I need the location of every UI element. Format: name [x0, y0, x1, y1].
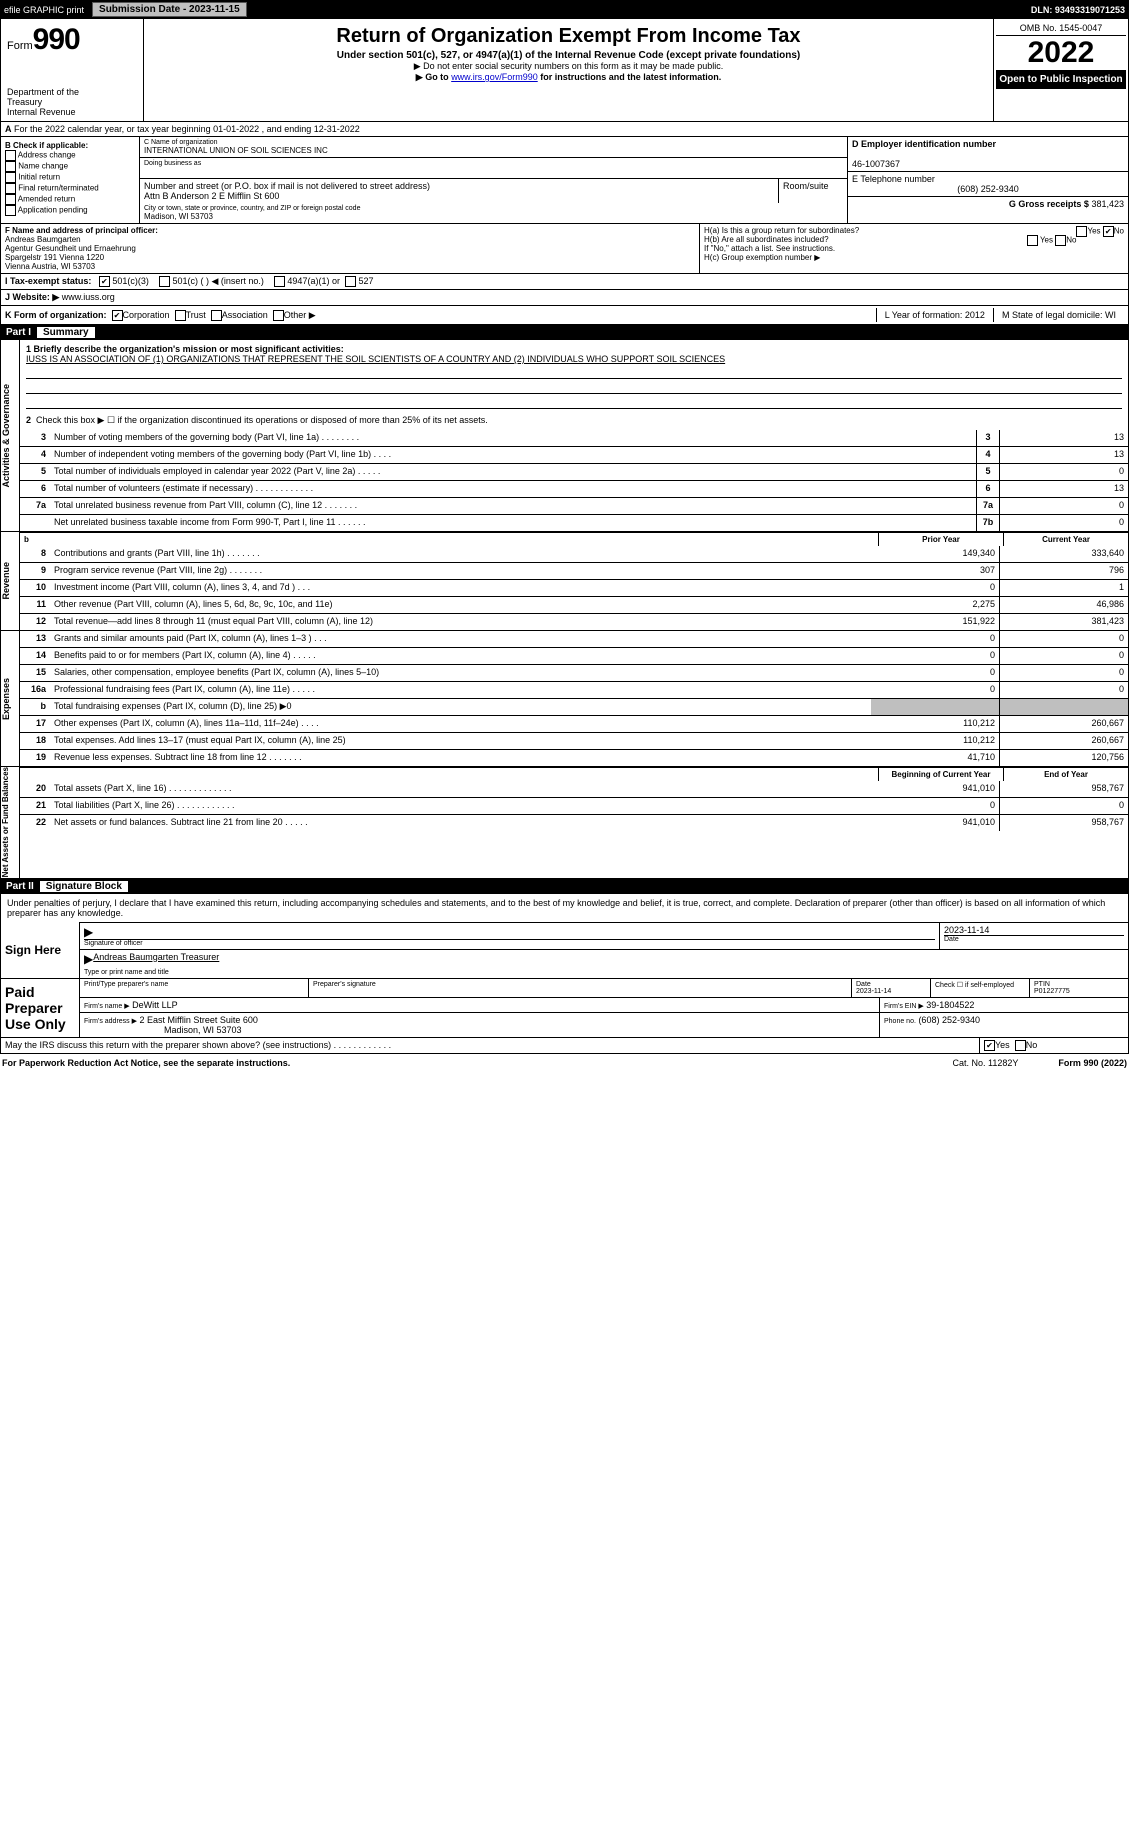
chk-name[interactable]: Name change [5, 161, 135, 172]
firm-ein: 39-1804522 [926, 1000, 974, 1010]
topbar: efile GRAPHIC print Submission Date - 20… [0, 0, 1129, 19]
block-governance: Activities & Governance 1 Briefly descri… [0, 340, 1129, 532]
section-bcdefg: B Check if applicable: Address change Na… [0, 137, 1129, 224]
chk-pending[interactable]: Application pending [5, 205, 135, 216]
website: www.iuss.org [59, 292, 115, 302]
q1-label: 1 Briefly describe the organization's mi… [26, 344, 344, 354]
chk-final[interactable]: Final return/terminated [5, 183, 135, 194]
officer-name: Andreas Baumgarten [5, 235, 81, 244]
chk-address[interactable]: Address change [5, 150, 135, 161]
chk-amended[interactable]: Amended return [5, 194, 135, 205]
row-j: J Website: ▶ www.iuss.org [0, 290, 1129, 306]
note-link: ▶ Go to www.irs.gov/Form990 for instruct… [150, 72, 987, 83]
gross-receipts: 381,423 [1091, 199, 1124, 209]
row-i: I Tax-exempt status: ✔ 501(c)(3) 501(c) … [0, 274, 1129, 290]
submission-date-button[interactable]: Submission Date - 2023-11-15 [92, 2, 247, 17]
form-header: Form990 Department of theTreasuryInterna… [0, 19, 1129, 122]
phone: (608) 252-9340 [852, 184, 1124, 194]
form-title: Return of Organization Exempt From Incom… [150, 25, 987, 48]
block-expenses: Expenses 13Grants and similar amounts pa… [0, 631, 1129, 767]
dln-label: DLN: 93493319071253 [1031, 5, 1125, 15]
efile-label: efile GRAPHIC print [4, 5, 84, 15]
part2-bar: Part IISignature Block [0, 879, 1129, 894]
chk-501c3[interactable]: ✔ [99, 276, 110, 287]
street: Attn B Anderson 2 E Mifflin St 600 [144, 191, 279, 201]
chk-initial[interactable]: Initial return [5, 172, 135, 183]
omb-number: OMB No. 1545-0047 [996, 21, 1126, 36]
section-fh: F Name and address of principal officer:… [0, 224, 1129, 274]
year-formation: L Year of formation: 2012 [876, 308, 993, 322]
col-b: B Check if applicable: Address change Na… [1, 137, 140, 223]
org-name: INTERNATIONAL UNION OF SOIL SCIENCES INC [144, 146, 328, 155]
city: Madison, WI 53703 [144, 212, 213, 221]
col-d: D Employer identification number46-10073… [847, 137, 1128, 223]
declaration: Under penalties of perjury, I declare th… [1, 894, 1128, 922]
firm-phone: (608) 252-9340 [918, 1015, 980, 1025]
row-k: K Form of organization: ✔ Corporation Tr… [0, 306, 1129, 325]
col-c: C Name of organizationINTERNATIONAL UNIO… [140, 137, 847, 223]
h-b: H(b) Are all subordinates included? Yes … [704, 235, 1124, 244]
side-expenses: Expenses [1, 678, 19, 720]
note-ssn: ▶ Do not enter social security numbers o… [150, 61, 987, 72]
part1-bar: Part ISummary [0, 325, 1129, 340]
h-a: H(a) Is this a group return for subordin… [704, 226, 1124, 235]
mission-text: IUSS IS AN ASSOCIATION OF (1) ORGANIZATI… [26, 354, 725, 364]
state-domicile: M State of legal domicile: WI [993, 308, 1124, 322]
side-governance: Activities & Governance [1, 384, 19, 488]
block-revenue: Revenue bPrior YearCurrent Year 8Contrib… [0, 532, 1129, 631]
signature-block: Under penalties of perjury, I declare th… [0, 894, 1129, 1054]
firm-addr: 2 East Mifflin Street Suite 600 [140, 1015, 258, 1025]
block-netassets: Net Assets or Fund Balances Beginning of… [0, 767, 1129, 878]
row-a: A For the 2022 calendar year, or tax yea… [0, 122, 1129, 137]
ptin: P01227775 [1034, 988, 1070, 995]
sign-here-label: Sign Here [1, 922, 79, 978]
sig-date: 2023-11-14 [944, 925, 989, 935]
tax-year: 2022 [996, 36, 1126, 70]
side-netassets: Net Assets or Fund Balances [1, 767, 19, 877]
side-revenue: Revenue [1, 562, 19, 600]
signer-name: Andreas Baumgarten Treasurer [93, 952, 219, 962]
form-subtitle: Under section 501(c), 527, or 4947(a)(1)… [150, 50, 987, 61]
paid-preparer-label: Paid Preparer Use Only [1, 979, 79, 1037]
may-discuss: May the IRS discuss this return with the… [1, 1037, 1128, 1053]
firm-name: DeWitt LLP [132, 1000, 178, 1010]
h-c: H(c) Group exemption number ▶ [704, 253, 1124, 262]
ein: 46-1007367 [852, 159, 900, 169]
irs-link[interactable]: www.irs.gov/Form990 [451, 72, 538, 82]
dept-label: Department of theTreasuryInternal Revenu… [7, 87, 137, 117]
chk-corp[interactable]: ✔ [112, 310, 123, 321]
footer: For Paperwork Reduction Act Notice, see … [0, 1054, 1129, 1072]
form-number: Form990 [7, 23, 137, 57]
public-inspection: Open to Public Inspection [996, 70, 1126, 89]
